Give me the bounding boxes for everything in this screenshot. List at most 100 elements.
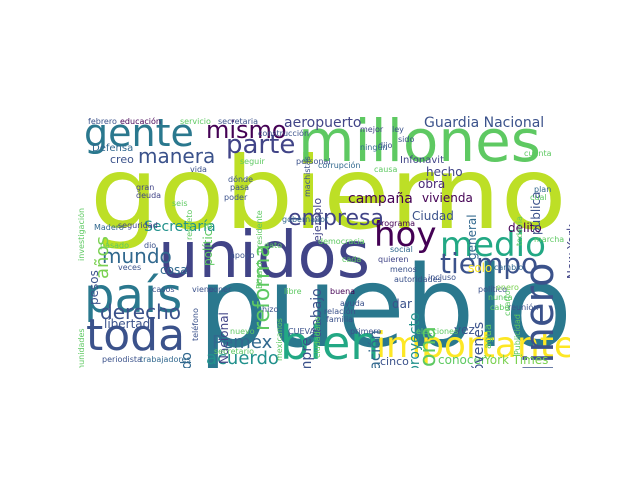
- word-nuevo: nuevo: [230, 327, 255, 336]
- word-millones: millones: [298, 112, 541, 175]
- word-servicio: servicio: [180, 117, 211, 126]
- word-elecciones: elecciones: [416, 327, 459, 336]
- word-machistas: machistas: [303, 156, 312, 197]
- word-obra: obra: [418, 177, 446, 191]
- word-causa: causa: [374, 165, 398, 174]
- word-creo: creo: [110, 153, 134, 166]
- word-educacion: educación: [120, 117, 161, 126]
- word-todavia: todavía: [515, 216, 524, 246]
- word-menos: menos: [390, 265, 417, 274]
- word-importante: importante: [376, 325, 570, 366]
- word-mismo: mismo: [206, 116, 287, 144]
- word-ciudadano: ciudadano: [313, 316, 322, 358]
- word-cada: cada: [342, 255, 362, 264]
- word-aeropuerto: aeropuerto: [284, 115, 362, 131]
- word-seguir: seguir: [240, 157, 265, 166]
- word-dijo: dijo: [378, 141, 393, 150]
- word-hizo: hizo: [262, 305, 279, 314]
- word-pais: país: [84, 268, 183, 324]
- word-periodista: periodista: [102, 355, 142, 364]
- word-poder: poder: [224, 193, 248, 202]
- word-pasa: pasa: [230, 183, 250, 192]
- word-secretaria: Secretaría: [144, 219, 216, 235]
- word-campana: campaña: [348, 191, 413, 207]
- word-plan: plan: [534, 185, 552, 194]
- word-relacion: relación: [324, 307, 356, 316]
- word-enero: enero: [496, 283, 519, 292]
- word-trabajadores: trabajadores: [140, 355, 191, 364]
- word-infonavit: Infonavit: [400, 155, 445, 166]
- word-ayuda: ayuda: [340, 299, 365, 308]
- word-apoyo: apoyo: [230, 251, 255, 260]
- word-ley: ley: [392, 125, 404, 134]
- word-york-times: York Times: [484, 353, 549, 367]
- word-libre: libre: [284, 287, 302, 296]
- word-agua: agua: [483, 324, 494, 349]
- word-toda: toda: [86, 310, 186, 361]
- word-buena: buena: [330, 287, 356, 296]
- word-cuevas: CUEVAS: [288, 327, 321, 336]
- word-cabo: cabo: [490, 303, 510, 312]
- word-incluso: incluso: [428, 273, 457, 282]
- word-pesos: pesos: [87, 270, 101, 305]
- word-tiempo: tiempo: [440, 247, 539, 280]
- word-derecho: derecho: [100, 300, 181, 324]
- word-sido: sido: [398, 135, 415, 144]
- word-democracia: democracia: [318, 237, 365, 246]
- word-vez: vez: [454, 323, 475, 337]
- word-construccion: construcción: [258, 129, 310, 138]
- word-febrero: febrero: [88, 117, 117, 126]
- word-medio: medio: [440, 225, 546, 265]
- word-programa: programa: [376, 219, 416, 228]
- word-vida: vida: [190, 165, 207, 174]
- word-autoridades: autoridades: [394, 275, 442, 284]
- word-viene: viene: [192, 285, 214, 294]
- word-veces: veces: [118, 263, 142, 272]
- word-pasado: pasado: [100, 241, 130, 250]
- word-libertad: libertad: [104, 317, 151, 331]
- word-ciudad: Ciudad: [412, 209, 454, 223]
- word-general: general: [465, 214, 479, 260]
- word-personal: personal: [296, 157, 331, 166]
- word-deuda: deuda: [136, 191, 162, 200]
- word-mundo: mundo: [102, 244, 172, 268]
- word-publicidad: Publicidad: [513, 314, 522, 355]
- word-pueblo: pueblo: [198, 243, 570, 368]
- word-corrupcion: corrupción: [318, 161, 361, 170]
- word-proyecto: proyecto: [407, 312, 423, 368]
- word-nacional: Nacional: [217, 312, 231, 364]
- word-new-york: New York: [565, 224, 570, 279]
- word-secretario: secretario: [214, 347, 254, 356]
- word-dato: dato: [264, 241, 283, 250]
- word-gran: gran: [136, 183, 155, 192]
- word-dar: dar: [392, 297, 412, 311]
- word-comunidades: comunidades: [78, 328, 86, 368]
- word-investigacion: investigación: [78, 207, 86, 261]
- word-cual: cual: [530, 193, 547, 202]
- word-solo: solo: [468, 261, 493, 275]
- word-ebrard: Ebrard: [255, 262, 264, 289]
- word-vivienda: vivienda: [422, 191, 473, 205]
- word-mejor: mejor: [360, 125, 384, 134]
- word-acuerdo: acuerdo: [206, 348, 279, 368]
- word-quieren: quieren: [378, 255, 409, 264]
- word-reunion: reunión: [508, 303, 539, 312]
- word-siempre: siempre: [299, 337, 315, 368]
- word-politica: política: [201, 222, 215, 266]
- word-familia: familia: [326, 315, 354, 324]
- word-guardia-nacional: Guardia Nacional: [424, 115, 545, 131]
- word-nunca: nunca: [488, 293, 513, 302]
- word-conocer: conocer: [438, 353, 486, 367]
- word-cuarto: cuarto: [503, 290, 512, 316]
- word-delito: delito: [508, 221, 542, 235]
- word-hecho: hecho: [426, 165, 463, 179]
- word-social: social: [390, 245, 413, 254]
- word-casos: casos: [152, 285, 175, 294]
- word-gente: gente: [84, 112, 194, 155]
- word-donde: dónde: [228, 175, 254, 184]
- word-presidente: presidente: [255, 210, 264, 253]
- word-cosa: cosa: [160, 263, 188, 277]
- word-madero: Madero: [94, 223, 124, 232]
- word-dio: dio: [144, 241, 157, 250]
- word-cloud: gobierno pueblo unidos millones bien paí…: [78, 112, 570, 368]
